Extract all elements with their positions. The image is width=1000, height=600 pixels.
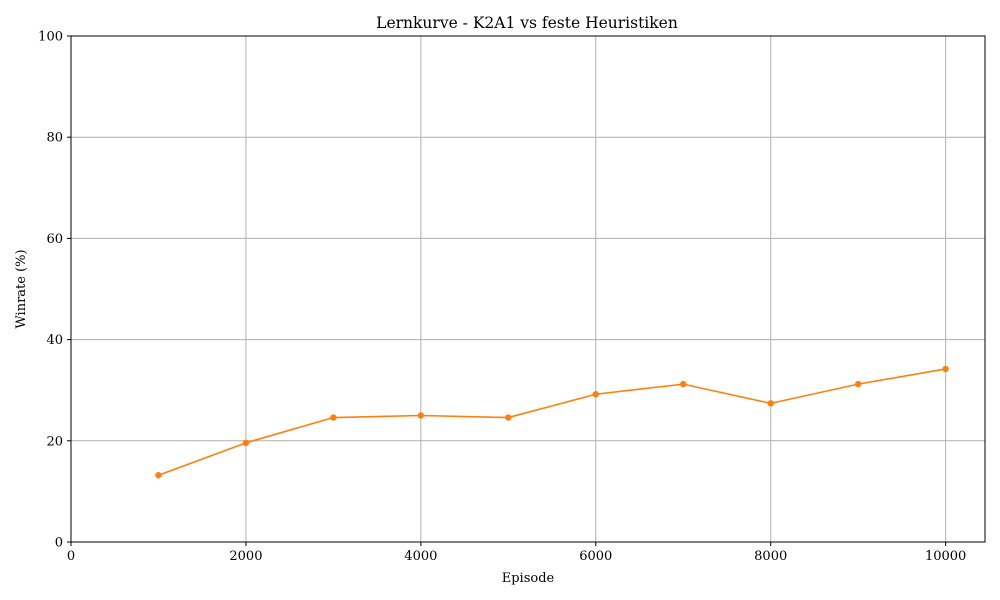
y-tick-label: 20	[46, 434, 63, 449]
data-point	[854, 380, 862, 388]
chart-title: Lernkurve - K2A1 vs feste Heuristiken	[376, 14, 678, 32]
y-tick-label: 80	[46, 131, 63, 146]
data-point	[330, 414, 337, 421]
data-point	[592, 391, 599, 398]
y-axis: 0 20 40 60 80 100	[38, 30, 71, 551]
y-tick-label: 0	[55, 536, 63, 551]
y-tick-label: 100	[38, 30, 63, 45]
plot-frame	[70, 35, 986, 543]
data-point	[417, 412, 425, 419]
y-tick-label: 40	[46, 333, 63, 348]
x-tick-label: 8000	[754, 549, 787, 564]
data-point	[155, 472, 162, 479]
data-point	[242, 439, 250, 447]
x-axis-label: Episode	[502, 571, 555, 586]
grid-lines	[71, 36, 985, 542]
series-line	[158, 368, 946, 476]
data-point	[505, 414, 512, 421]
x-tick-label: 6000	[579, 549, 612, 564]
x-tick-label: 0	[67, 549, 75, 564]
data-point	[680, 380, 687, 388]
x-tick-label: 2000	[229, 549, 262, 564]
series-layer	[155, 365, 949, 479]
x-tick-label: 10000	[925, 549, 966, 564]
data-point	[942, 365, 949, 373]
data-point	[767, 400, 774, 407]
x-axis: 0 2000 4000 6000 8000 10000	[67, 542, 966, 564]
y-tick-label: 60	[46, 232, 63, 247]
x-tick-label: 4000	[404, 549, 437, 564]
y-axis-label: Winrate (%)	[14, 249, 29, 328]
